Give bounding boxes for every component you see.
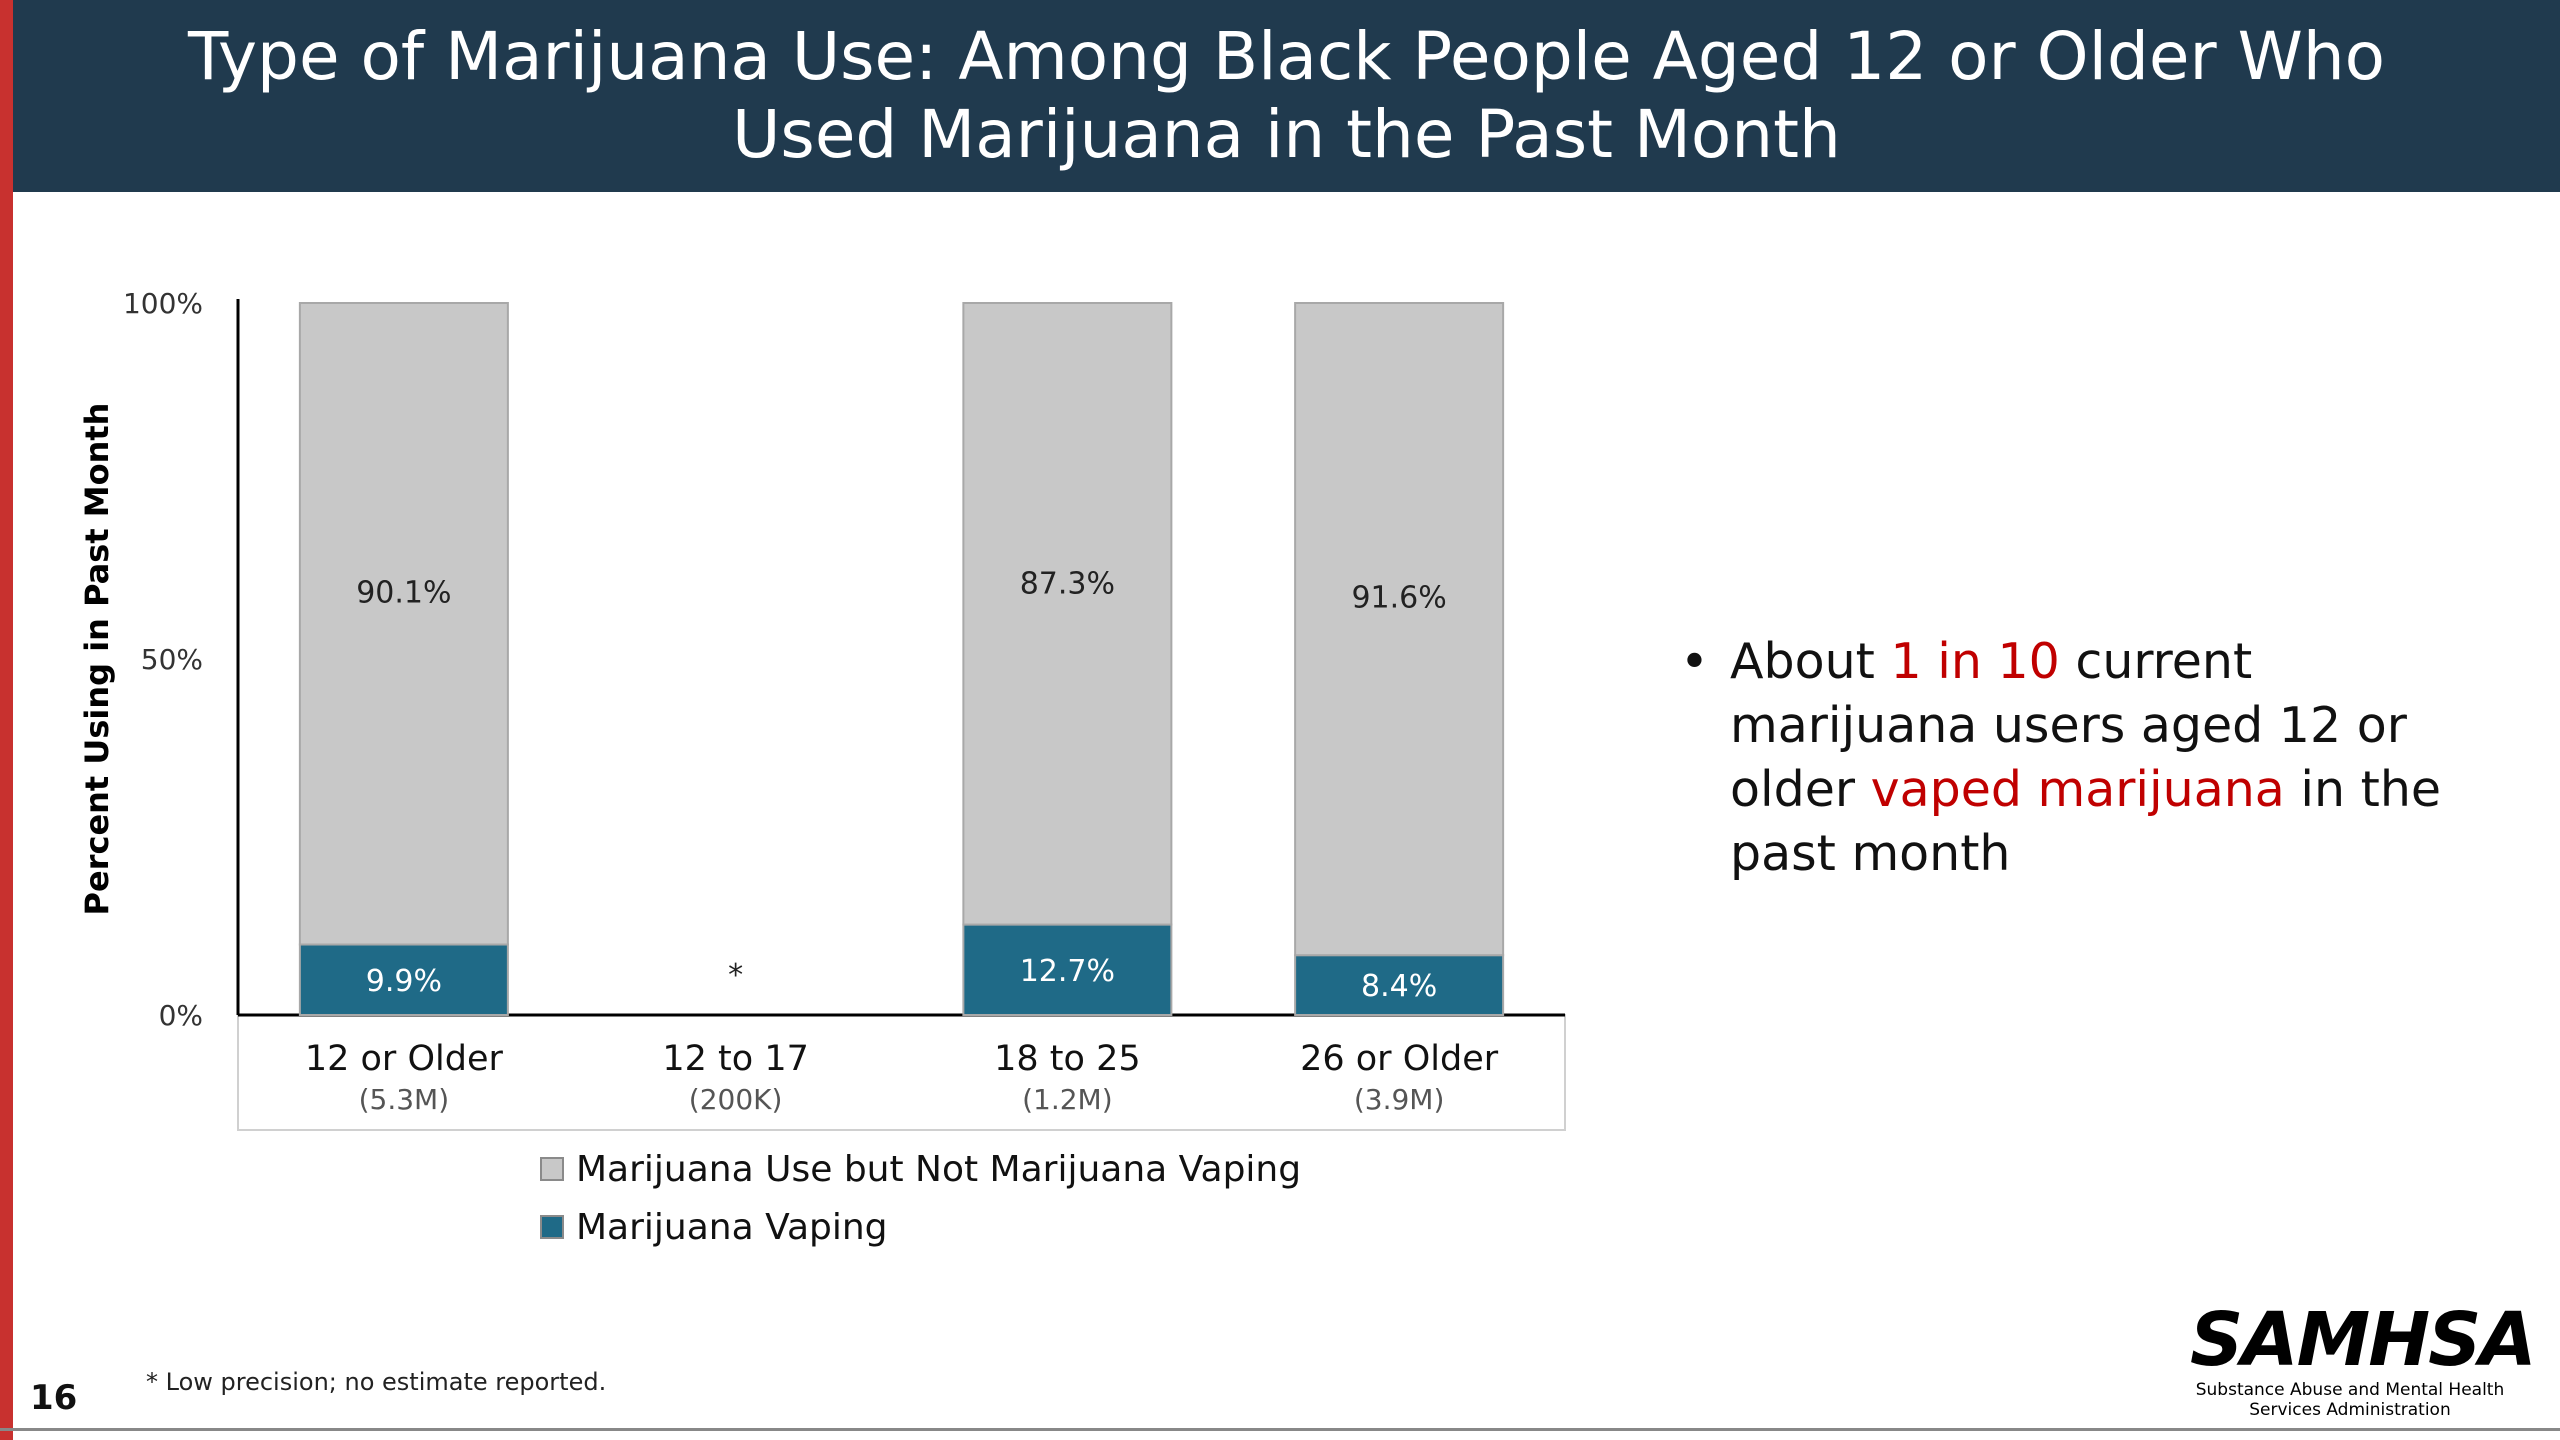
x-tick-label: 12 to 17	[662, 1039, 808, 1079]
logo-tagline: Services Administration	[2249, 1400, 2451, 1420]
bar-segment	[298, 302, 509, 946]
data-label: 90.1%	[356, 576, 451, 611]
data-label: 12.7%	[1020, 954, 1115, 989]
legend-item: Marijuana Vaping	[540, 1198, 1301, 1256]
data-label: 91.6%	[1351, 580, 1446, 615]
legend-label: Marijuana Vaping	[576, 1206, 888, 1248]
x-tick-sublabel: (1.2M)	[1022, 1083, 1113, 1116]
bar-segment	[1294, 954, 1505, 1017]
data-label: 87.3%	[1020, 567, 1115, 602]
legend-swatch	[540, 1215, 564, 1239]
bottom-divider	[0, 1428, 2560, 1431]
y-axis-title: Percent Using in Past Month	[78, 403, 116, 916]
bar-segment	[1294, 302, 1505, 957]
y-tick-label: 100%	[123, 287, 203, 320]
title-banner: Type of Marijuana Use: Among Black Peopl…	[13, 0, 2560, 192]
logo-mark: SAMHSA	[2190, 1297, 2537, 1383]
x-tick-sublabel: (3.9M)	[1354, 1083, 1445, 1116]
legend-item: Marijuana Use but Not Marijuana Vaping	[540, 1140, 1301, 1198]
legend-swatch	[540, 1157, 564, 1181]
bullet-text-part: current marijuana users aged 12 or older	[1730, 633, 2407, 818]
data-label: 9.9%	[366, 964, 442, 999]
data-label: 8.4%	[1361, 969, 1437, 1004]
logo-tagline: Substance Abuse and Mental Health	[2195, 1380, 2505, 1400]
bullet-text: About 1 in 10 current marijuana users ag…	[1730, 630, 2510, 886]
data-label: *	[728, 958, 743, 993]
bar-segment	[962, 302, 1173, 926]
page-number: 16	[30, 1378, 78, 1418]
bullet-highlight: 1 in 10	[1890, 633, 2060, 690]
footnote: * Low precision; no estimate reported.	[146, 1368, 607, 1396]
bullet-point-icon: •	[1680, 633, 1709, 690]
legend-label: Marijuana Use but Not Marijuana Vaping	[576, 1148, 1302, 1190]
chart-legend: Marijuana Use but Not Marijuana Vaping Ma…	[540, 1140, 1301, 1256]
x-tick-label: 12 or Older	[305, 1039, 504, 1079]
bar-segment	[962, 923, 1173, 1016]
bullet-text-part: About	[1730, 633, 1891, 690]
bar-segment	[298, 943, 509, 1017]
y-tick-label: 50%	[141, 643, 203, 676]
bullet-text-part: in the past month	[1730, 761, 2442, 882]
x-tick-label: 26 or Older	[1300, 1039, 1499, 1079]
x-tick-label: 18 to 25	[994, 1039, 1140, 1079]
key-finding-bullet: • About 1 in 10 current marijuana users …	[1680, 630, 2510, 886]
stacked-bar-chart: 0% 50% 100% Percent Using in Past Month 9.9%…	[78, 287, 1566, 1131]
bullet-highlight: vaped marijuana	[1870, 761, 2285, 818]
y-tick-label: 0%	[159, 999, 203, 1032]
x-tick-sublabel: (5.3M)	[359, 1083, 450, 1116]
samhsa-logo: SAMHSA Substance Abuse and Mental Health…	[2190, 1297, 2537, 1420]
slide-title: Type of Marijuana Use: Among Black Peopl…	[187, 18, 2386, 173]
x-tick-sublabel: (200K)	[689, 1083, 783, 1116]
left-accent-bar	[0, 0, 13, 1440]
